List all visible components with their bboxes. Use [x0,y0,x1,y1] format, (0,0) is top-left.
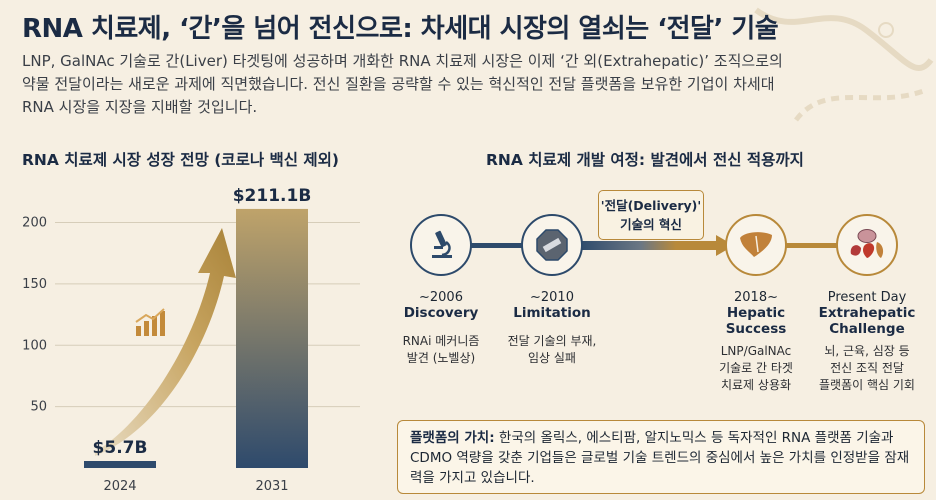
y-tick-label: 150 [22,277,47,292]
desc-line: 플랫폼이 핵심 기회 [819,378,915,392]
y-axis-ticks: 50 100 150 200 [22,216,47,415]
y-tick-label: 50 [30,400,47,415]
stage-limitation: ~2010 Limitation 전달 기술의 부재, 임상 실패 [493,214,611,367]
stage-description: RNAi 메커니즘 발견 (노벨상) [382,333,500,367]
bar-value-label: $5.7B [93,438,148,458]
subtitle-line: RNA 시장을 지장을 지배할 것입니다. [22,98,258,116]
stage-year: ~2006 [419,290,463,305]
desc-line: 치료제 상용화 [720,378,792,392]
page-title: RNA 치료제, ‘간’을 넘어 전신으로: 차세대 시장의 열쇠는 ‘전달’ … [22,14,779,44]
platform-label: 플랫폼의 가치: [410,430,495,446]
desc-line: RNAi 메커니즘 [402,334,480,348]
name-line: Success [725,321,787,337]
delivery-label-line: '전달(Delivery)' [600,198,702,213]
stage-year: Present Day [827,290,907,305]
stage-description: 뇌, 근육, 심장 등 전신 조직 전달 플랫폼이 핵심 기회 [808,343,926,394]
page-subtitle: LNP, GalNAc 기술로 간(Liver) 타겟팅에 성공하며 개화한 R… [22,50,902,119]
journey-title: RNA 치료제 개발 여정: 발견에서 전신 적용까지 [486,151,804,169]
stage-discovery: ~2006 Discovery RNAi 메커니즘 발견 (노벨상) [382,214,500,367]
desc-line: 발견 (노벨상) [406,351,476,365]
microscope-icon [410,214,472,276]
name-line: Extrahepatic [818,305,916,321]
desc-line: 임상 실패 [528,351,576,365]
x-tick-label: 2024 [103,479,136,494]
bar-2024 [84,461,156,468]
delivery-innovation-label: '전달(Delivery)' 기술의 혁신 [598,190,704,240]
stage-description: LNP/GalNAc 기술로 간 타겟 치료제 상용화 [697,343,815,394]
desc-line: 기술로 간 타겟 [719,361,793,375]
platform-value-box: 플랫폼의 가치: 한국의 올릭스, 에스티팜, 알지노믹스 등 독자적인 RNA… [397,420,925,494]
desc-line: 뇌, 근육, 심장 등 [824,344,910,358]
platform-text: 한국의 올릭스, 에스티팜, 알지노믹스 등 독자적인 RNA 플랫폼 기술과 … [410,430,910,486]
name-line: Hepatic [726,305,786,321]
stage-hepatic-success: 2018~ Hepatic Success LNP/GalNAc 기술로 간 타… [697,214,815,394]
x-tick-label: 2031 [255,479,288,494]
growth-chart-icon [135,308,165,336]
stage-name: Discovery [403,305,479,321]
stage-name: Extrahepatic Challenge [808,305,926,337]
stage-year: 2018~ [734,290,778,305]
stop-sign-icon [521,214,583,276]
growth-arrow [95,228,236,456]
market-growth-chart: 50 100 150 200 $5.7B $211.1B 2024 2031 [22,186,360,494]
stage-extrahepatic-challenge: Present Day Extrahepatic Challenge 뇌, 근육… [808,214,926,394]
stage-year: ~2010 [530,290,574,305]
desc-line: 전달 기술의 부재, [507,334,597,348]
liver-icon [725,214,787,276]
chart-title: RNA 치료제 시장 성장 전망 (코로나 백신 제외) [22,151,340,169]
y-tick-label: 100 [22,338,47,353]
delivery-label-line: 기술의 혁신 [620,217,682,232]
desc-line: LNP/GalNAc [720,344,792,358]
bar-value-label: $211.1B [233,186,312,206]
name-line: Challenge [829,321,905,337]
background-map-decoration [754,7,934,122]
stage-name: Hepatic Success [697,305,815,337]
y-tick-label: 200 [22,216,47,231]
desc-line: 전신 조직 전달 [830,361,904,375]
stage-name: Limitation [513,305,591,321]
subtitle-line: LNP, GalNAc 기술로 간(Liver) 타겟팅에 성공하며 개화한 R… [22,52,783,70]
organs-icon [836,214,898,276]
subtitle-line: 약물 전달이라는 새로운 과제에 직면했습니다. 전신 질환을 공략할 수 있는… [22,75,775,93]
bar-2031 [236,208,308,468]
stage-description: 전달 기술의 부재, 임상 실패 [493,333,611,367]
